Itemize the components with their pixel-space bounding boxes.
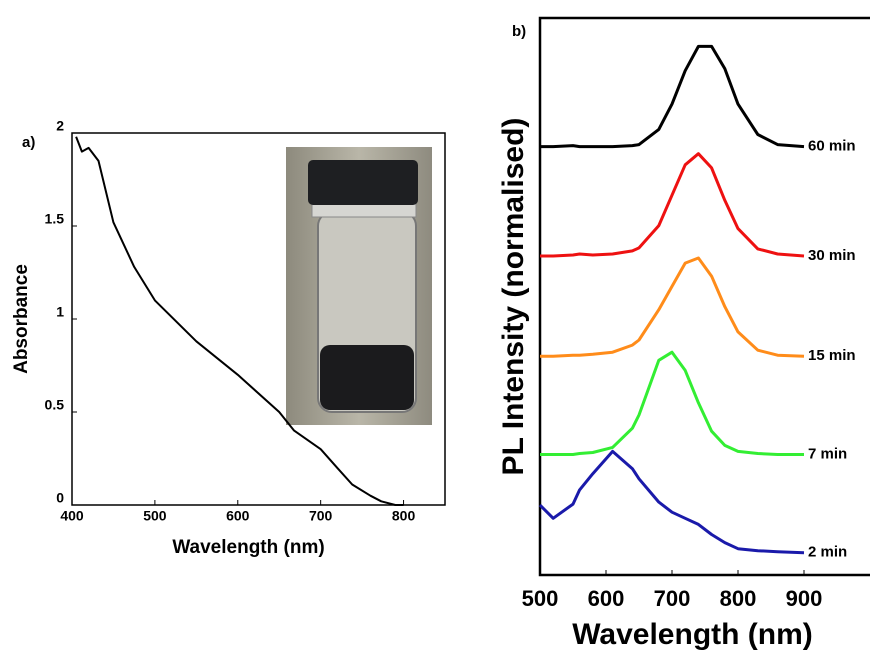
data-line [540, 152, 805, 258]
y-tick-label: 1 [56, 304, 64, 320]
y-axis-label: PL Intensity (normalised) [497, 118, 530, 476]
x-tick-label: 700 [654, 586, 691, 611]
x-tick-label: 700 [309, 508, 333, 524]
series-label: 60 min [808, 138, 856, 155]
series-label: 2 min [808, 544, 847, 561]
y-tick-label: 0 [56, 490, 64, 506]
x-axis-label: Wavelength (nm) [172, 537, 324, 558]
data-line [538, 449, 805, 555]
x-tick-label: 900 [786, 586, 823, 611]
x-tick-label: 800 [392, 508, 416, 524]
panel-label: b) [512, 23, 526, 40]
plot-frame [538, 16, 870, 577]
x-tick-label: 400 [60, 508, 84, 524]
series-label: 7 min [808, 445, 847, 462]
panel-label: a) [22, 134, 35, 151]
data-line [540, 256, 805, 358]
series-label: 30 min [808, 247, 856, 264]
x-tick-label: 500 [522, 586, 559, 611]
data-line [540, 44, 805, 149]
inset-photo [286, 147, 432, 425]
x-tick-label: 500 [143, 508, 167, 524]
x-axis-label: Wavelength (nm) [572, 618, 813, 651]
data-line [540, 350, 804, 456]
y-tick-label: 1.5 [45, 211, 65, 227]
x-tick-label: 600 [226, 508, 250, 524]
x-tick-label: 600 [588, 586, 625, 611]
data-line [75, 136, 404, 506]
series-label: 15 min [808, 347, 856, 364]
y-axis-label: Absorbance [11, 264, 32, 374]
y-tick-label: 2 [56, 118, 64, 134]
x-tick-label: 800 [720, 586, 757, 611]
y-tick-label: 0.5 [45, 397, 65, 413]
